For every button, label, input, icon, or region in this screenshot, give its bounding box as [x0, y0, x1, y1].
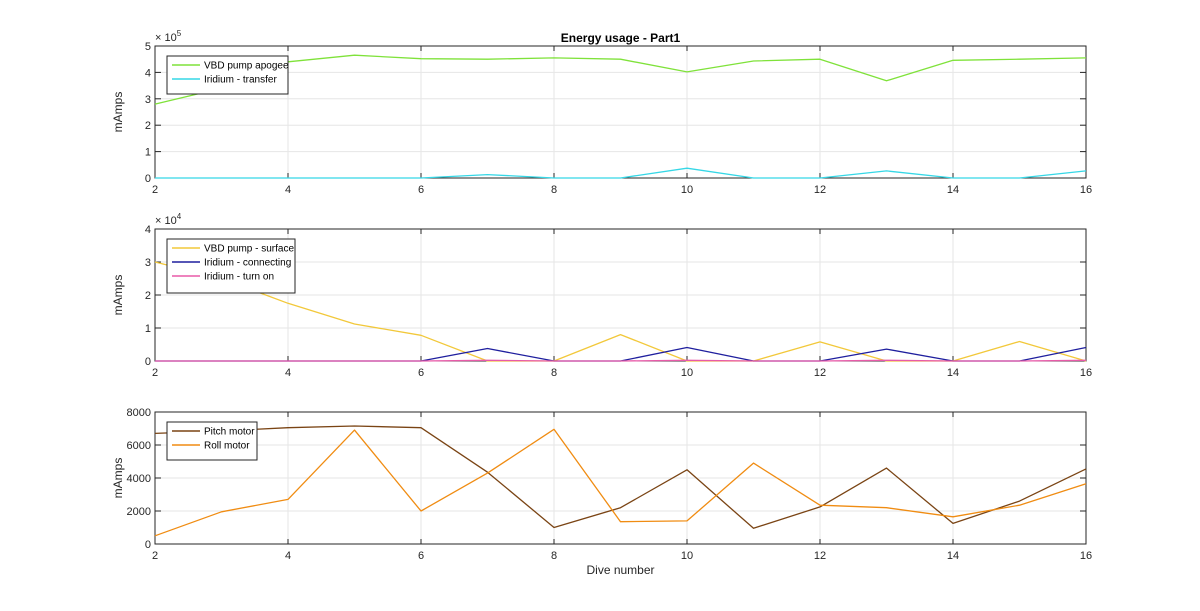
y-tick-label: 4000 [127, 473, 151, 485]
series-line-3 [155, 359, 1087, 362]
x-tick-label: 16 [1080, 550, 1092, 562]
x-tick-label: 8 [551, 184, 557, 196]
chart-panel-3: 2 4 6 8 10 12 14 16 0 2000 4000 6000 8000 mAmps Dive n… [111, 407, 1092, 577]
series-line-2 [154, 428, 1087, 537]
x-tick-label: 14 [947, 550, 959, 562]
series-line-1 [154, 425, 1087, 529]
y-axis-label: mAmps [111, 275, 125, 316]
y-tick-label: 4 [145, 224, 151, 236]
legend-box [166, 421, 258, 461]
y-exponent-label: × 104 [155, 212, 182, 227]
y-tick-label: 0 [145, 356, 151, 368]
series-line-2 [155, 167, 1087, 179]
x-tick-label: 6 [418, 550, 424, 562]
legend-entry: VBD pump apogee [204, 61, 289, 72]
x-tick-label: 10 [681, 367, 693, 379]
x-tick-label: 4 [285, 550, 291, 562]
x-tick-label: 16 [1080, 367, 1092, 379]
x-tick-label: 12 [814, 184, 826, 196]
x-tick-label: 6 [418, 184, 424, 196]
y-tick-label: 5 [145, 41, 151, 53]
x-tick-label: 2 [152, 184, 158, 196]
x-tick-label: 14 [947, 184, 959, 196]
axes-box [154, 411, 1087, 545]
exponent-power: 4 [177, 212, 182, 221]
legend-entry: VBD pump - surface [204, 244, 294, 255]
x-axis-label: Dive number [586, 563, 654, 577]
exponent-base: × 10 [155, 215, 177, 227]
legend-entry: Iridium - connecting [204, 258, 291, 269]
x-tick-label: 10 [681, 550, 693, 562]
x-tick-label: 2 [152, 550, 158, 562]
legend-entry: Pitch motor [204, 427, 255, 438]
y-tick-label: 1 [145, 323, 151, 335]
plot-area [155, 46, 1086, 178]
legend-entry: Iridium - transfer [204, 75, 277, 86]
y-tick-label: 3 [145, 94, 151, 106]
series-line-1 [154, 54, 1087, 105]
y-tick-label: 2000 [127, 506, 151, 518]
x-tick-label: 12 [814, 367, 826, 379]
x-tick-label: 16 [1080, 184, 1092, 196]
x-tick-label: 8 [551, 367, 557, 379]
y-tick-label: 3 [145, 257, 151, 269]
y-tick-label: 8000 [127, 407, 151, 419]
x-tick-label: 4 [285, 184, 291, 196]
y-tick-label: 0 [145, 539, 151, 551]
y-axis-label: mAmps [111, 458, 125, 499]
y-tick-label: 1 [145, 147, 151, 159]
exponent-base: × 10 [155, 32, 177, 44]
legend-box [166, 55, 289, 95]
legend-entry: Iridium - turn on [204, 272, 274, 283]
y-tick-label: 2 [145, 290, 151, 302]
y-tick-label: 6000 [127, 440, 151, 452]
x-tick-label: 12 [814, 550, 826, 562]
y-tick-label: 4 [145, 67, 151, 79]
y-tick-label: 0 [145, 173, 151, 185]
legend: Pitch motor Roll motor [166, 421, 258, 461]
legend: VBD pump apogee Iridium - transfer [166, 55, 289, 95]
legend-entry: Roll motor [204, 441, 250, 452]
exponent-power: 5 [177, 29, 182, 38]
x-tick-label: 10 [681, 184, 693, 196]
legend: VBD pump - surface Iridium - connecting Ir… [166, 238, 296, 294]
x-tick-label: 6 [418, 367, 424, 379]
y-exponent-label: × 105 [155, 29, 182, 44]
x-tick-label: 2 [152, 367, 158, 379]
y-axis-label: mAmps [111, 92, 125, 133]
x-tick-label: 14 [947, 367, 959, 379]
x-tick-label: 8 [551, 550, 557, 562]
chart-title: Energy usage - Part1 [561, 31, 681, 45]
x-tick-label: 4 [285, 367, 291, 379]
y-tick-label: 2 [145, 120, 151, 132]
